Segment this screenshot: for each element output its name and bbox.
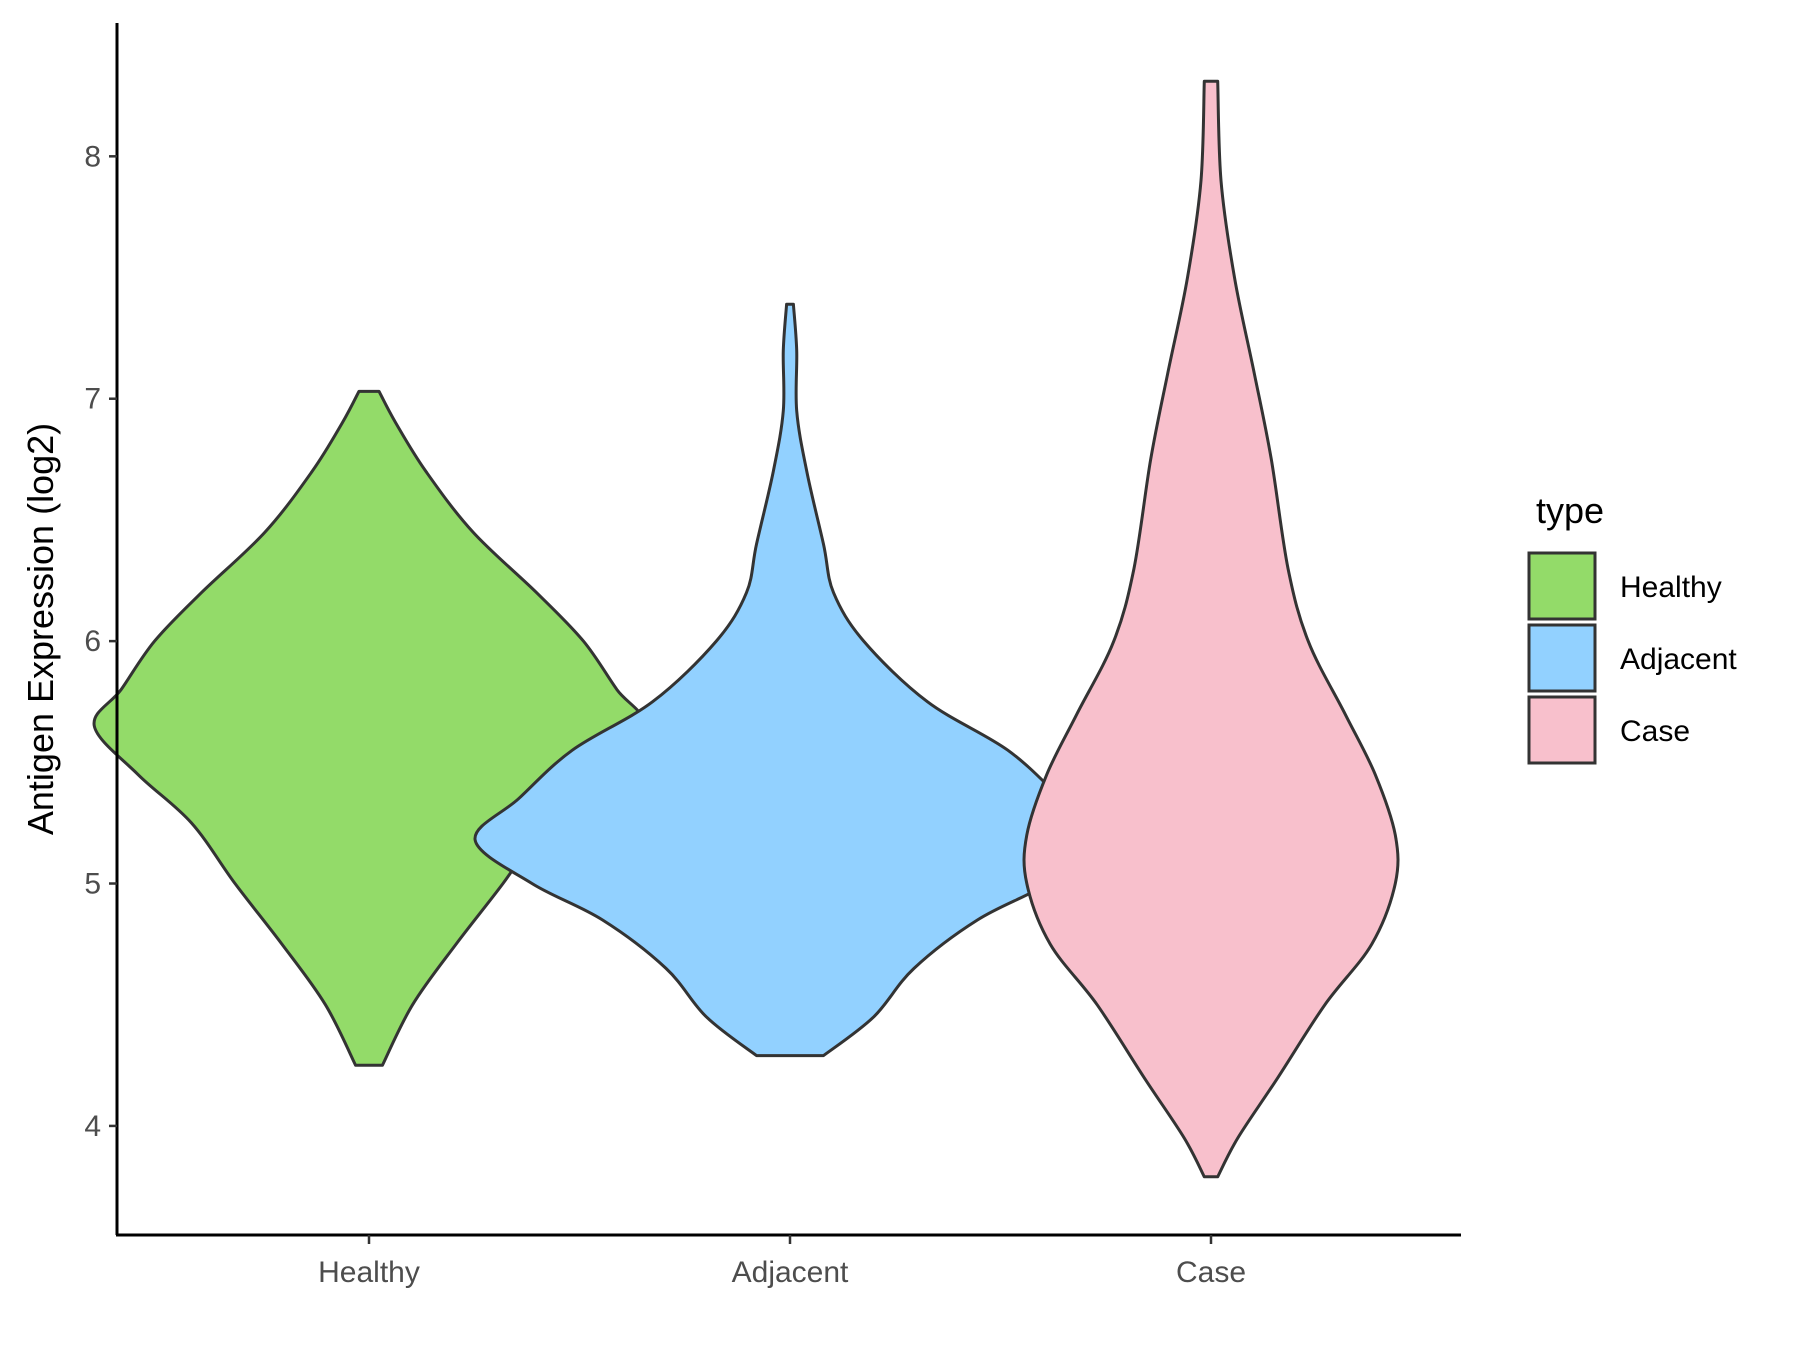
y-axis-title: Antigen Expression (log2)	[20, 423, 61, 835]
legend-key-adjacent	[1527, 623, 1597, 693]
legend-key-case	[1527, 695, 1597, 765]
x-tick-label: Healthy	[318, 1256, 420, 1289]
legend-label: Case	[1620, 715, 1690, 748]
y-tick-label: 7	[84, 383, 101, 416]
legend-label: Adjacent	[1620, 643, 1737, 676]
axes-layer	[115, 23, 1461, 1237]
violins-layer	[92, 79, 1400, 1179]
legend: type Healthy Adjacent Case	[1527, 490, 1737, 765]
legend-title: type	[1536, 490, 1604, 531]
violin-case	[1022, 79, 1400, 1179]
y-tick-label: 5	[84, 868, 101, 901]
x-tick-label: Adjacent	[732, 1256, 849, 1289]
x-tick-label: Case	[1176, 1256, 1246, 1289]
legend-key-healthy	[1527, 551, 1597, 621]
legend-label: Healthy	[1620, 571, 1722, 604]
y-tick-label: 4	[84, 1110, 101, 1143]
y-tick-label: 6	[84, 625, 101, 658]
x-ticks: Healthy Adjacent Case	[318, 1235, 1246, 1289]
y-tick-label: 8	[84, 140, 101, 173]
violin-healthy	[92, 389, 646, 1067]
y-ticks: 4 5 6 7 8	[84, 140, 117, 1143]
